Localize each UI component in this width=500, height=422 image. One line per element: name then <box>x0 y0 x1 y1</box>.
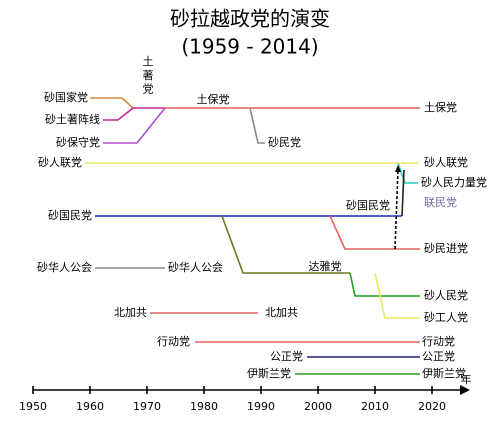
label: 行动党 <box>157 335 190 348</box>
label: 砂国民党 <box>346 199 390 212</box>
label: 土保党 <box>197 92 230 106</box>
label: 砂民进党 <box>424 242 468 255</box>
label: 联民党 <box>424 196 457 209</box>
label: 砂土著阵线 <box>45 112 100 126</box>
title: 砂拉越政党的演变 <box>170 7 330 31</box>
tick-label: 1990 <box>247 400 275 413</box>
label: 达雅党 <box>309 259 342 273</box>
label: 北加共 <box>265 306 298 319</box>
lines <box>33 97 470 395</box>
label: 砂国民党 <box>48 209 92 222</box>
subtitle: (1959 - 2014) <box>181 35 318 59</box>
label: 北加共 <box>114 306 147 319</box>
tick-label: 2020 <box>418 400 446 413</box>
axis-unit: 年 <box>461 372 472 386</box>
tick-label: 1970 <box>133 400 161 413</box>
label: 行动党 <box>422 335 455 348</box>
label: 砂保守党 <box>56 135 100 149</box>
party-labels: 土著党 土保党 土保党 砂国家党 砂土著阵线 砂保守党 砂民党 砂人联党 砂人联… <box>37 55 487 386</box>
label: 砂人联党 <box>424 156 468 169</box>
label: 土保党 <box>424 100 457 114</box>
label: 砂工人党 <box>424 311 468 324</box>
label: 砂国家党 <box>44 90 88 104</box>
label: 砂民党 <box>268 136 301 149</box>
tick-label: 1980 <box>190 400 218 413</box>
label: 土著党 <box>143 55 154 96</box>
label: 砂人联党 <box>38 156 82 169</box>
tick-label: 2010 <box>361 400 389 413</box>
label: 砂人民党 <box>424 289 468 302</box>
tick-label: 1960 <box>76 400 104 413</box>
label: 砂华人公会 <box>168 260 223 274</box>
label: 公正党 <box>270 350 303 363</box>
label: 伊斯兰党 <box>422 367 466 380</box>
label: 砂人民力量党 <box>421 176 487 189</box>
tick-label: 2000 <box>304 400 332 413</box>
tick-label: 1950 <box>19 400 47 413</box>
label: 公正党 <box>422 350 455 363</box>
label: 伊斯兰党 <box>247 367 291 380</box>
label: 砂华人公会 <box>37 260 92 274</box>
